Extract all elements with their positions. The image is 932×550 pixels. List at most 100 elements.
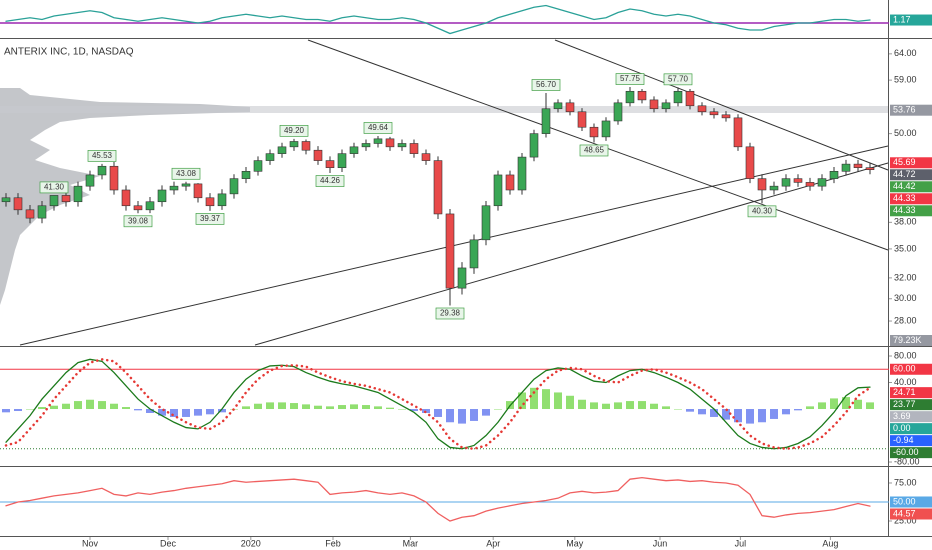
candle-body <box>829 170 839 179</box>
histogram-bar <box>74 401 82 410</box>
histogram-bar <box>110 403 118 410</box>
value-box <box>890 435 932 447</box>
annotation-box <box>315 175 345 187</box>
histogram-bar <box>386 407 394 410</box>
candle-body <box>721 114 731 119</box>
value-box-label: -0.94 <box>893 435 914 445</box>
value-box-label: 24.71 <box>893 387 916 397</box>
value-box <box>890 447 932 459</box>
candle-body <box>337 153 347 168</box>
value-box-label: 44.42 <box>893 181 916 191</box>
histogram-bar <box>554 392 562 410</box>
histogram-bar <box>290 403 298 410</box>
annotation-label: 49.64 <box>368 123 389 132</box>
volume-label: 79.23K <box>893 335 922 345</box>
candle-body <box>445 213 455 289</box>
histogram-bar <box>722 409 730 420</box>
candle-body <box>409 143 419 154</box>
y-tick-label: 75.00 <box>894 477 917 487</box>
value-box-label: 0.00 <box>893 423 911 433</box>
histogram-bar <box>446 409 454 423</box>
candle-body <box>469 239 479 269</box>
histogram-bar <box>794 409 802 411</box>
histogram-bar <box>410 409 418 412</box>
value-box-label: 44.33 <box>893 205 916 215</box>
histogram-bar <box>170 409 178 417</box>
candle-body <box>649 99 659 110</box>
annotation-box <box>279 124 309 137</box>
histogram-bar <box>650 403 658 410</box>
trend-line <box>554 39 889 171</box>
histogram-bar <box>686 409 694 412</box>
histogram-bar <box>626 401 634 410</box>
value-box-label: 44.33 <box>893 193 916 203</box>
candle-body <box>613 102 623 122</box>
histogram-bar <box>806 406 814 410</box>
histogram-bar <box>242 406 250 410</box>
annotation-box <box>435 307 465 320</box>
value-box <box>890 14 932 26</box>
histogram-bar <box>2 409 10 413</box>
histogram-bar <box>482 409 490 416</box>
candle-body <box>157 189 167 203</box>
histogram-bar <box>746 409 754 424</box>
histogram-bar <box>578 399 586 410</box>
histogram-bar <box>434 409 442 417</box>
x-tick-label: Nov <box>82 538 99 548</box>
annotation-label: 44.26 <box>320 176 341 185</box>
candle-body <box>805 182 815 187</box>
histogram-bar <box>158 409 166 416</box>
candle-body <box>193 183 203 199</box>
value-box <box>890 205 932 217</box>
histogram-bar <box>146 409 154 413</box>
candle-body <box>145 201 155 211</box>
histogram-bar <box>770 409 778 419</box>
candle-body <box>457 267 467 289</box>
value-box <box>890 387 932 399</box>
candle-body <box>625 90 635 104</box>
annotation-label: 56.70 <box>536 80 557 89</box>
y-tick-label: 30.00 <box>894 293 917 303</box>
histogram-bar <box>542 389 550 410</box>
y-tick-label: 80.00 <box>894 350 917 360</box>
candle-body <box>61 195 71 203</box>
histogram-bar <box>218 409 226 413</box>
x-tick-label: Mar <box>403 538 419 548</box>
candle-body <box>181 183 191 187</box>
value-box <box>890 193 932 205</box>
y-tick-label: 40.00 <box>894 377 917 387</box>
annotation-label: 39.37 <box>200 214 221 223</box>
candle-body <box>769 185 779 191</box>
candle-body <box>697 105 707 113</box>
candle-body <box>313 149 323 161</box>
histogram-bar <box>866 402 874 410</box>
candle-body <box>121 189 131 207</box>
annotation-box <box>579 144 609 157</box>
candle-body <box>397 143 407 148</box>
line-series <box>5 476 871 522</box>
histogram-bar <box>122 407 130 410</box>
value-box <box>890 399 932 411</box>
value-box-label: 45.69 <box>893 157 916 167</box>
value-box <box>890 363 932 375</box>
candle-body <box>517 156 527 191</box>
x-tick-label: May <box>566 538 584 548</box>
candle-body <box>73 185 83 203</box>
annotation-box <box>195 213 225 225</box>
candle-body <box>493 174 503 207</box>
x-tick-label: Dec <box>160 538 177 548</box>
candle-body <box>865 167 875 171</box>
candle-body <box>589 126 599 138</box>
value-box <box>890 496 932 508</box>
candle-body <box>205 197 215 207</box>
histogram-bar <box>698 409 706 415</box>
candle-body <box>289 141 299 148</box>
value-box-label: 44.72 <box>893 169 916 179</box>
histogram-bar <box>182 409 190 417</box>
histogram-bar <box>470 409 478 421</box>
candle-body <box>109 165 119 191</box>
trend-line <box>254 162 889 346</box>
histogram-bar <box>278 402 286 410</box>
histogram-bar <box>518 392 526 410</box>
